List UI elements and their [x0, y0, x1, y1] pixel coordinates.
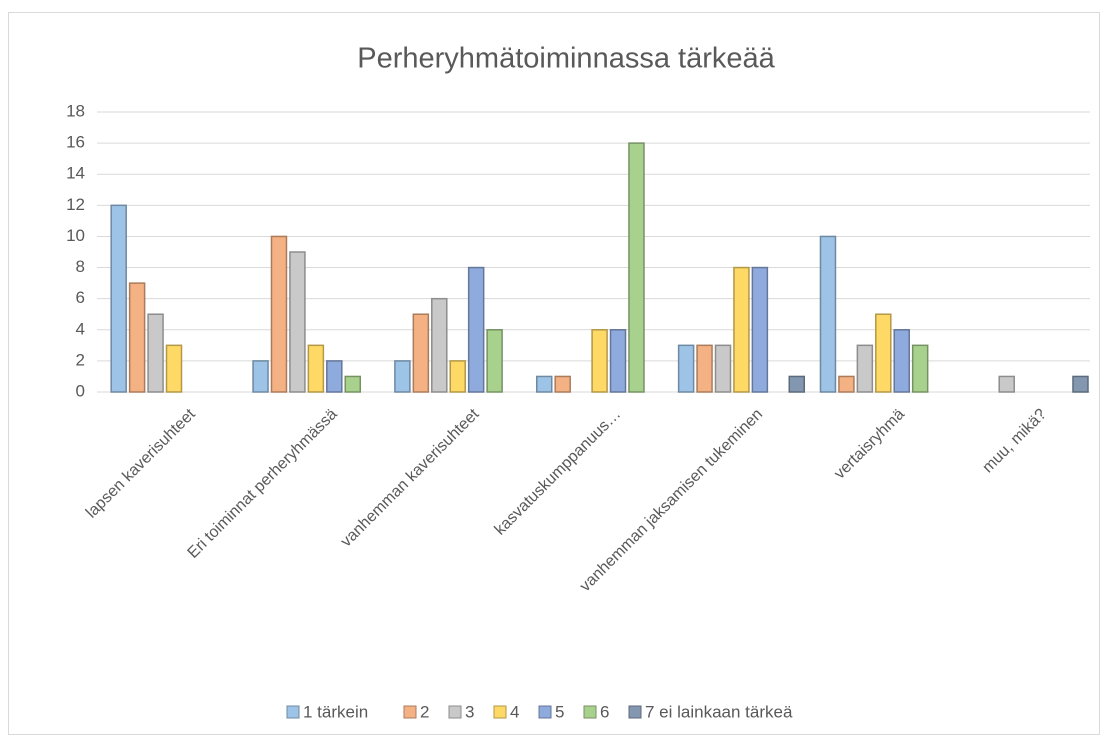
- legend-label: 6: [600, 702, 609, 721]
- bar: [911, 344, 929, 393]
- bar: [788, 375, 806, 393]
- legend-swatch: [286, 705, 300, 719]
- chart-title: Perheryhmätoiminnassa tärkeää: [357, 43, 775, 75]
- bar: [270, 235, 288, 393]
- y-tick-label: 12: [66, 195, 85, 214]
- y-tick-label: 10: [66, 226, 85, 245]
- bar: [677, 344, 695, 393]
- bar: [554, 375, 571, 393]
- bar: [307, 344, 325, 393]
- bar: [733, 266, 750, 393]
- legend-label: 1 tärkein: [303, 702, 368, 721]
- y-tick-label: 0: [76, 381, 85, 400]
- bar: [1072, 375, 1089, 393]
- legend-swatch: [403, 705, 417, 719]
- bar: [875, 313, 892, 393]
- bar: [147, 313, 164, 393]
- legend-label: 5: [555, 702, 564, 721]
- bar: [110, 204, 127, 393]
- y-tick-label: 16: [66, 133, 85, 152]
- legend-swatch: [493, 705, 507, 719]
- bar: [128, 282, 146, 393]
- bar: [998, 375, 1015, 393]
- bar: [289, 251, 306, 393]
- bar: [714, 344, 732, 393]
- legend-label: 3: [465, 702, 474, 721]
- y-tick-label: 8: [76, 257, 85, 276]
- bar: [431, 297, 448, 393]
- y-tick-label: 6: [76, 288, 85, 307]
- bar: [609, 329, 627, 393]
- legend-label: 7 ei lainkaan tärkeä: [645, 702, 793, 721]
- bar: [628, 142, 645, 393]
- legend-label: 2: [420, 702, 429, 721]
- bar: [449, 360, 466, 393]
- y-tick-label: 2: [76, 350, 85, 369]
- legend-label: 4: [510, 702, 519, 721]
- bar: [344, 375, 361, 393]
- bar: [893, 329, 910, 393]
- bar: [819, 235, 837, 393]
- y-tick-label: 18: [66, 101, 85, 120]
- bar: [838, 375, 855, 393]
- bar: [394, 360, 411, 393]
- legend-swatch: [628, 705, 642, 719]
- legend-swatch: [448, 705, 462, 719]
- bar: [326, 360, 343, 393]
- legend-swatch: [538, 705, 552, 719]
- legend-swatch: [583, 705, 597, 719]
- bar: [591, 329, 608, 393]
- bar: [696, 344, 713, 393]
- bar: [486, 329, 503, 393]
- y-tick-label: 4: [76, 319, 85, 338]
- bar: [467, 266, 485, 393]
- bar: [536, 375, 553, 393]
- bar: [856, 344, 874, 393]
- y-tick-label: 14: [66, 164, 85, 183]
- bar: [252, 360, 269, 393]
- bar: [751, 266, 769, 393]
- bar: [165, 344, 183, 393]
- bar: [412, 313, 430, 393]
